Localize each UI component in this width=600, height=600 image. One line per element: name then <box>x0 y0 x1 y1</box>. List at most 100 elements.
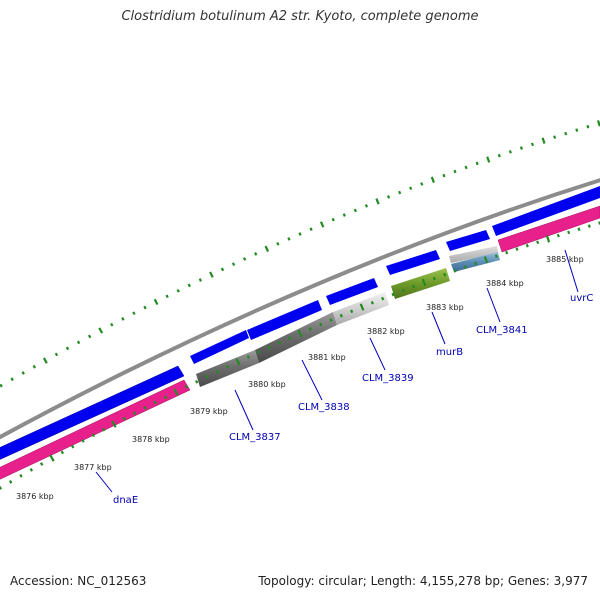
tick-mark <box>165 294 169 299</box>
cds-reverse-left <box>0 379 191 480</box>
tick-mark <box>122 416 127 421</box>
tick-mark <box>101 427 106 432</box>
tick-mark <box>541 137 546 144</box>
tick-mark <box>586 124 590 129</box>
tick-mark <box>421 278 427 287</box>
tick-mark <box>49 454 55 462</box>
tick-mark <box>486 156 491 163</box>
cds-forward-4 <box>326 278 378 305</box>
tick-mark <box>319 221 325 228</box>
tick-mark <box>65 346 70 351</box>
tick-mark <box>364 204 369 208</box>
tick-mark <box>525 243 529 248</box>
tick-mark <box>215 369 219 374</box>
tick-mark <box>474 261 478 266</box>
tick-mark <box>32 364 36 369</box>
tick-mark <box>226 364 230 369</box>
tick-mark <box>98 327 104 334</box>
cds-forward-2 <box>190 330 249 364</box>
tick-mark <box>386 195 391 199</box>
tick-mark <box>231 262 236 266</box>
tick-mark <box>220 267 225 272</box>
gene-label-CLM_3839: CLM_3839 <box>362 373 414 384</box>
tick-mark <box>420 182 424 186</box>
tick-mark <box>530 142 535 147</box>
tick-mark <box>287 237 291 241</box>
gene-CLM_3841-top <box>449 246 498 263</box>
tick-mark <box>519 146 523 150</box>
tick-mark <box>391 292 395 297</box>
tick-mark <box>342 213 346 217</box>
tick-mark <box>246 355 250 359</box>
tick-mark <box>359 303 365 311</box>
tick-mark <box>19 473 23 478</box>
tick-labels: 3876 kbp 3877 kbp 3878 kbp 3879 kbp 3880… <box>16 255 584 501</box>
gene-CLM_3837 <box>196 350 259 387</box>
cds-forward-5 <box>386 250 440 275</box>
tick-mark <box>375 198 380 205</box>
tick-mark <box>153 298 159 306</box>
gene-label-uvrC: uvrC <box>570 293 593 304</box>
gene-label-murB: murB <box>436 347 463 358</box>
tick-mark <box>319 322 323 327</box>
tick-mark <box>331 217 335 222</box>
tick-mark <box>288 336 292 340</box>
genome-backbone <box>0 178 600 440</box>
tick-mark <box>209 271 214 278</box>
tick-mark <box>567 230 571 235</box>
tick-mark <box>309 227 313 231</box>
tick-mark <box>339 313 343 318</box>
tick-label: 3883 kbp <box>426 303 464 312</box>
tick-mark <box>587 224 591 228</box>
tick-mark <box>497 153 501 158</box>
tick-mark <box>267 345 271 350</box>
tick-mark <box>515 247 519 251</box>
tick-mark <box>505 250 509 255</box>
tick-mark <box>173 388 179 396</box>
tick-mark <box>132 311 136 316</box>
genome-summary-text: Topology: circular; Length: 4,155,278 bp… <box>258 574 588 588</box>
tick-mark <box>381 296 385 301</box>
tick-mark <box>536 240 540 245</box>
tick-mark <box>297 329 303 338</box>
gene-label-CLM_3837: CLM_3837 <box>229 432 281 443</box>
tick-mark <box>87 334 92 339</box>
tick-mark <box>60 450 65 455</box>
tick-mark <box>205 374 209 379</box>
tick-mark <box>176 288 180 293</box>
tick-label: 3877 kbp <box>74 463 112 472</box>
tick-mark <box>76 340 81 345</box>
tick-label: 3880 kbp <box>248 380 286 389</box>
tick-mark <box>276 242 280 246</box>
tick-mark <box>254 252 258 256</box>
tick-mark <box>463 265 467 269</box>
gene-label-CLM_3838: CLM_3838 <box>298 402 350 413</box>
tick-mark <box>443 272 447 277</box>
tick-label: 3882 kbp <box>367 327 405 336</box>
tick-mark <box>143 305 147 310</box>
map-title: Clostridium botulinum A2 str. Kyoto, com… <box>121 9 479 24</box>
cds-reverse-right <box>497 205 600 253</box>
tick-mark <box>398 190 402 195</box>
tick-mark <box>277 340 281 345</box>
tick-mark <box>577 227 581 231</box>
tick-mark <box>329 318 333 322</box>
tick-mark <box>545 235 551 243</box>
tick-mark <box>153 400 157 405</box>
tick-mark <box>42 357 48 364</box>
tick-mark <box>453 269 457 273</box>
tick-mark <box>553 135 557 139</box>
gene-label-CLM_3841: CLM_3841 <box>476 325 528 336</box>
tick-mark <box>29 468 34 472</box>
tick-mark <box>70 444 75 449</box>
tick-mark <box>432 276 436 281</box>
tick-label: 3885 kbp <box>546 255 584 264</box>
tick-mark <box>8 479 13 484</box>
tick-mark <box>475 161 479 166</box>
tick-mark <box>453 169 457 174</box>
tick-mark <box>110 322 114 327</box>
tick-mark <box>353 208 357 213</box>
tick-mark <box>0 383 3 388</box>
tick-mark <box>235 358 241 366</box>
